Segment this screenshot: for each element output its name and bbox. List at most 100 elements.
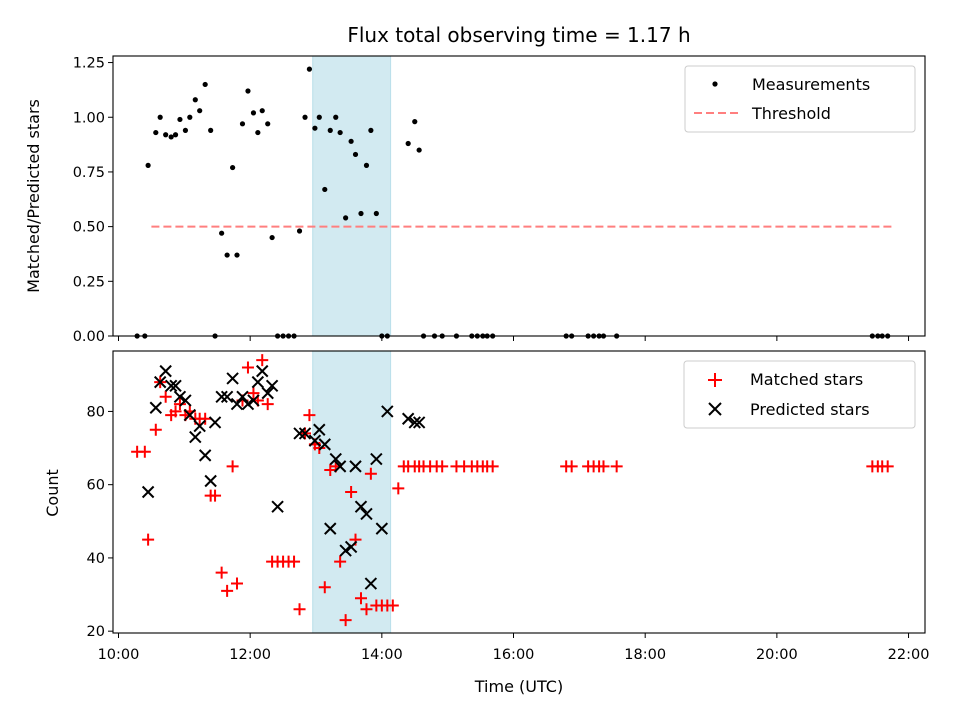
matched-star-point [318,581,331,594]
predicted-star-point [169,379,182,392]
measurement-point [416,147,422,153]
measurement-point [145,162,151,168]
predicted-star-point [354,500,368,513]
predicted-star-point [247,394,260,407]
x-tick-label: 18:00 [624,647,666,663]
matched-star-point [199,412,212,425]
predicted-star-point [412,416,426,429]
measurement-point [187,114,193,120]
predicted-star-point [149,401,163,414]
chart-title: Flux total observing time = 1.17 h [347,23,690,47]
bottom-legend-box [683,360,916,429]
measurement-point [234,252,240,258]
measurement-point [177,116,183,123]
top-y-tick-label: 0.00 [73,329,105,345]
bottom-y-tick-label: 60 [87,478,105,494]
predicted-star-point [226,372,239,385]
measurement-point [250,110,257,116]
matched-star-point [142,533,155,546]
x-tick-label: 10:00 [98,647,140,663]
predicted-star-point [339,544,352,557]
measurement-point [208,127,214,133]
predicted-star-point [265,379,279,392]
x-tick-label: 16:00 [493,647,535,663]
legend-matched-label: Matched stars [750,370,863,389]
matched-star-point [303,409,316,422]
matched-star-point [226,460,239,473]
predicted-star-point [381,405,394,418]
measurement-point [363,162,370,168]
matched-star-point [565,460,578,473]
predicted-star-point [164,379,178,392]
predicted-star-point [333,460,347,473]
measurement-point [368,127,374,133]
top-y-tick-label: 0.25 [73,274,105,290]
predicted-stars-series [141,364,426,590]
predicted-star-point [173,390,187,403]
predicted-star-point [261,386,274,400]
matched-star-point [256,354,269,367]
predicted-star-point [230,397,244,411]
x-tick-label: 20:00 [756,647,798,663]
matched-star-point [392,482,405,495]
predicted-star-point [401,412,415,425]
predicted-star-point [183,408,197,422]
predicted-star-point [298,427,312,440]
legend-predicted-marker [708,402,722,416]
predicted-star-point [375,522,389,535]
measurement-point [412,119,418,125]
bottom-y-tick-label: 20 [87,624,105,640]
x-tick-label: 14:00 [361,647,403,663]
predicted-star-point [271,500,284,513]
predicted-star-point [236,390,249,403]
matched-star-point [610,460,623,473]
measurement-point [192,97,198,103]
measurement-point [348,138,354,144]
matched-stars-series [131,354,894,627]
x-axis-label: Time (UTC) [474,677,563,696]
measurement-point [316,114,322,120]
top-axes-frame [112,55,926,337]
measurement-point [405,140,411,147]
top-x-tick-marks [117,336,910,341]
predicted-star-point [241,397,255,411]
matched-star-point [360,603,373,616]
x-tick-label: 22:00 [888,647,930,663]
measurement-point [327,127,333,133]
predicted-star-point [349,460,362,473]
measurement-point [163,132,169,138]
matched-star-point [159,390,172,403]
top-y-axis-label: Matched/Predicted stars [24,99,43,293]
measurement-point [302,114,308,120]
bottom-y-tick-label: 40 [87,551,105,567]
matched-star-point [386,599,399,612]
predicted-star-point [215,390,228,403]
measurement-point [157,114,163,120]
measurement-point [239,121,246,127]
top-highlight-span [312,55,392,337]
measurement-point [337,129,343,136]
predicted-star-point [153,375,167,389]
measurement-point [255,129,261,136]
measurement-point [333,114,339,120]
measurement-point [259,108,265,114]
predicted-star-point [179,394,192,407]
matched-star-point [339,614,352,627]
matched-star-point [436,460,449,473]
predicted-star-point [256,364,269,378]
measurement-point [312,125,318,131]
matched-star-point [169,405,182,418]
measurement-point [182,127,189,133]
matched-star-point [486,460,499,473]
predicted-star-point [318,438,331,451]
predicted-star-point [408,416,421,429]
matched-star-point [261,398,274,411]
predicted-star-point [324,522,337,535]
matched-star-point [345,486,358,498]
matched-star-point [173,398,186,411]
top-legend: Measurements Threshold [684,65,916,133]
measurement-point [197,108,203,114]
matched-star-point [881,460,894,473]
measurement-point [168,134,174,140]
